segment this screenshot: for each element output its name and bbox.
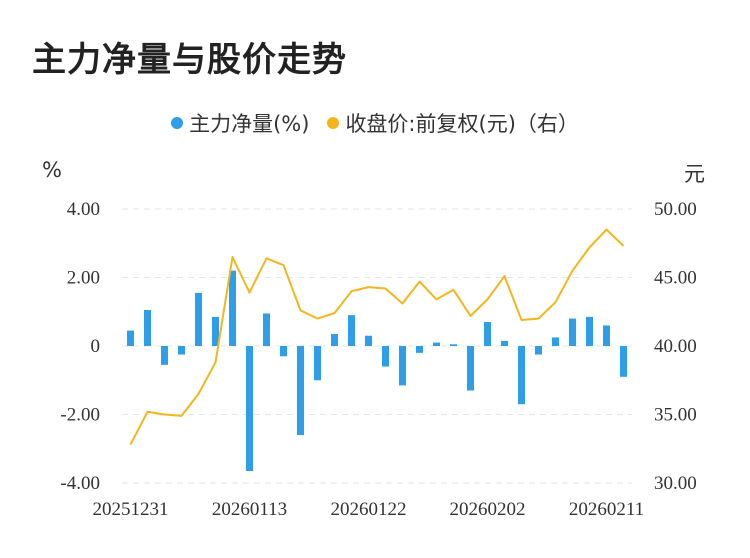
- bar: [280, 346, 287, 357]
- bar: [246, 346, 253, 472]
- bar: [603, 325, 610, 346]
- left-tick-label: -4.00: [60, 473, 100, 494]
- chart-title: 主力净量与股价走势: [32, 40, 347, 80]
- price-line: [129, 228, 625, 446]
- bar: [382, 346, 389, 367]
- bar: [144, 310, 151, 346]
- bar: [518, 346, 525, 405]
- x-tick-label: 20260202: [450, 499, 526, 520]
- x-tick-label: 20251231: [93, 499, 169, 520]
- bar: [314, 346, 321, 381]
- legend-item-close-price[interactable]: 收盘价:前复权(元)（右）: [327, 108, 579, 138]
- bar: [178, 346, 185, 355]
- bar: [229, 270, 236, 346]
- legend-label-net-flow: 主力净量(%): [189, 112, 310, 136]
- bar: [365, 335, 372, 346]
- bar: [450, 344, 457, 346]
- bar: [416, 346, 423, 353]
- legend: 主力净量(%) 收盘价:前复权(元)（右）: [0, 108, 750, 138]
- bar: [195, 292, 202, 346]
- left-tick-label: -2.00: [60, 405, 100, 426]
- bar: [535, 346, 542, 355]
- bar: [263, 313, 270, 346]
- bar: [569, 318, 576, 346]
- bar: [212, 316, 219, 346]
- bar: [467, 346, 474, 391]
- bar: [484, 322, 491, 346]
- right-tick-label: 45.00: [654, 268, 697, 289]
- left-tick-label: 0: [91, 336, 101, 357]
- bar: [297, 346, 304, 436]
- right-tick-label: 30.00: [654, 473, 697, 494]
- legend-dot-net-flow: [171, 117, 184, 129]
- left-tick-label: 4.00: [67, 199, 100, 220]
- left-tick-label: 2.00: [67, 268, 100, 289]
- right-axis-unit: 元: [684, 162, 705, 186]
- bar: [161, 346, 168, 365]
- x-tick-label: 20260211: [569, 499, 644, 520]
- bar: [127, 330, 134, 346]
- bar: [433, 342, 440, 346]
- right-tick-label: 50.00: [654, 199, 697, 220]
- right-tick-label: 35.00: [654, 405, 697, 426]
- legend-item-net-flow[interactable]: 主力净量(%): [171, 108, 309, 138]
- bar: [586, 316, 593, 346]
- bar: [620, 346, 627, 377]
- x-tick-label: 20260113: [212, 499, 287, 520]
- bar: [348, 315, 355, 346]
- left-axis-unit: %: [42, 158, 62, 182]
- legend-dot-close-price: [327, 117, 340, 129]
- legend-label-close-price: 收盘价:前复权(元)（右）: [345, 112, 579, 136]
- bar: [331, 334, 338, 346]
- bar: [552, 337, 559, 346]
- bar: [501, 340, 508, 346]
- x-tick-label: 20260122: [331, 499, 407, 520]
- bar: [399, 346, 406, 386]
- right-tick-label: 40.00: [654, 336, 697, 357]
